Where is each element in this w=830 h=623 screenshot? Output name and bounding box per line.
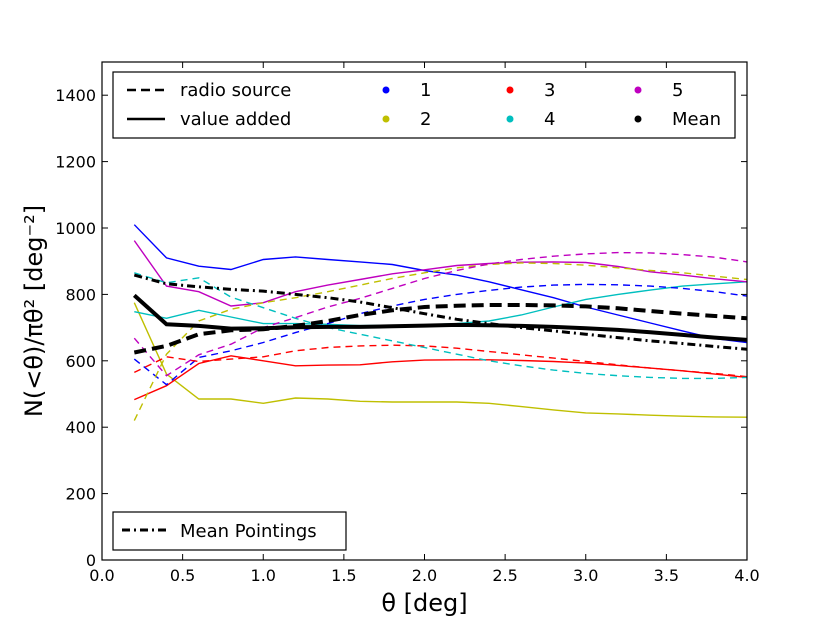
y-tick-label: 1000	[55, 219, 96, 238]
legend-marker-5	[634, 86, 642, 94]
legend-pointings: Mean Pointings	[112, 511, 347, 551]
y-tick-label: 400	[65, 418, 96, 437]
series-line-mean-value-added	[132, 293, 748, 342]
legend-marker-4	[506, 115, 514, 123]
legend-main: radio source value added 1 2 3 4 5 Mean	[112, 71, 736, 139]
y-tick-label: 0	[86, 551, 96, 570]
x-axis-label: θ [deg]	[381, 589, 467, 617]
axis-ticks: 0.0 0.5 1.0 1.5 2.0 2.5 3.0 3.5 4.0 0 200 400 600 800…	[55, 62, 760, 585]
series-line-mean-pointings-mean-pointings	[133, 273, 748, 351]
y-tick-label: 800	[65, 285, 96, 304]
legend-main-frame	[112, 71, 736, 139]
x-tick-label: 2.0	[412, 566, 437, 585]
series-line-3-value-added	[134, 355, 748, 401]
series-line-2-value-added	[133, 302, 748, 418]
x-tick-label: 3.0	[573, 566, 598, 585]
legend-marker-1	[382, 86, 390, 94]
legend-marker-mean	[634, 115, 642, 123]
x-tick-label: 1.5	[331, 566, 356, 585]
legend-label-3: 3	[544, 80, 555, 101]
series-line-mean-radio-source	[133, 303, 748, 355]
series-line-3-radio-source	[133, 344, 748, 378]
legend-label-4: 4	[544, 109, 555, 130]
series-line-2-radio-source	[133, 262, 748, 421]
series-line-1-value-added	[133, 224, 748, 344]
x-tick-label: 2.5	[492, 566, 517, 585]
y-axis-label: N(<θ)/πθ² [deg⁻²]	[20, 205, 48, 417]
y-tick-label: 1400	[55, 86, 96, 105]
legend-label-1: 1	[420, 80, 431, 101]
x-tick-label: 0.5	[170, 566, 195, 585]
y-tick-label: 1200	[55, 153, 96, 172]
y-tick-label: 200	[65, 485, 96, 504]
x-tick-label: 1.0	[251, 566, 276, 585]
legend-label-value-added: value added	[180, 109, 291, 130]
plot-lines	[132, 224, 748, 421]
legend-label-mean-pointings: Mean Pointings	[180, 521, 317, 542]
series-line-1-radio-source	[133, 283, 748, 386]
legend-label-2: 2	[420, 109, 431, 130]
legend-label-5: 5	[672, 80, 683, 101]
legend-marker-3	[506, 86, 514, 94]
legend-marker-2	[382, 115, 390, 123]
x-tick-label: 3.5	[654, 566, 679, 585]
y-tick-label: 600	[65, 352, 96, 371]
legend-label-mean: Mean	[672, 109, 721, 130]
x-tick-label: 0.0	[89, 566, 114, 585]
series-line-4-radio-source	[134, 272, 748, 380]
series-line-5-value-added	[133, 240, 748, 307]
legend-label-radio-source: radio source	[180, 80, 291, 101]
x-tick-label: 4.0	[734, 566, 759, 585]
legend-pointings-frame	[112, 511, 347, 551]
